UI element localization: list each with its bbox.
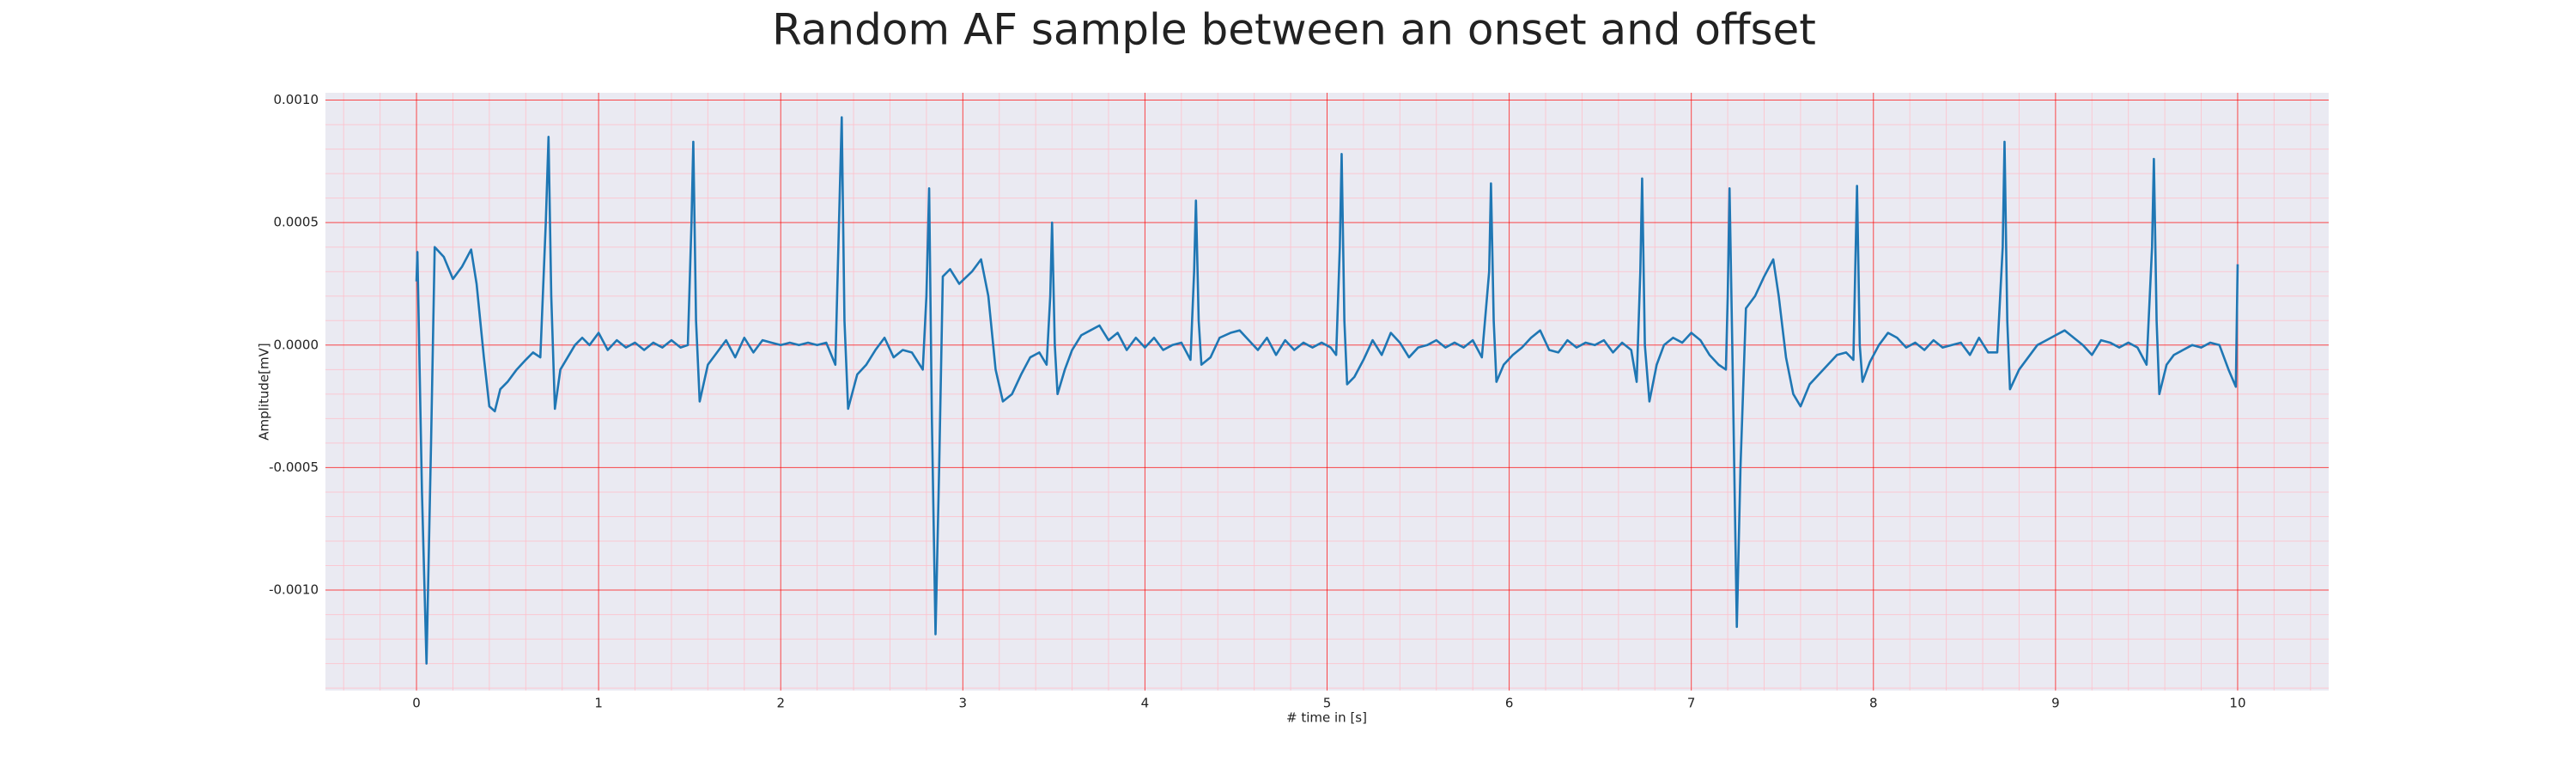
y-tick-label: 0.0010 bbox=[274, 92, 319, 107]
x-axis-label: # time in [s] bbox=[1286, 710, 1367, 726]
signal-line bbox=[415, 116, 2239, 665]
x-tick-label: 7 bbox=[1687, 696, 1696, 711]
y-tick-label: -0.0010 bbox=[269, 582, 319, 598]
x-tick-label: 2 bbox=[776, 696, 785, 711]
y-tick-label: 0.0005 bbox=[274, 215, 319, 230]
y-tick-label: 0.0000 bbox=[274, 337, 319, 352]
x-tick-label: 4 bbox=[1141, 696, 1150, 711]
x-tick-label: 5 bbox=[1323, 696, 1332, 711]
x-tick-label: 0 bbox=[412, 696, 421, 711]
x-tick-label: 8 bbox=[1869, 696, 1878, 711]
x-tick-label: 3 bbox=[959, 696, 968, 711]
x-tick-label: 6 bbox=[1505, 696, 1514, 711]
chart-title: Random AF sample between an onset and of… bbox=[772, 5, 1816, 55]
y-axis-label: Amplitude[mV] bbox=[257, 343, 272, 440]
x-tick-label: 10 bbox=[2229, 696, 2245, 711]
x-tick-label: 9 bbox=[2051, 696, 2060, 711]
x-tick-label: 1 bbox=[594, 696, 603, 711]
y-tick-label: -0.0005 bbox=[269, 460, 319, 475]
